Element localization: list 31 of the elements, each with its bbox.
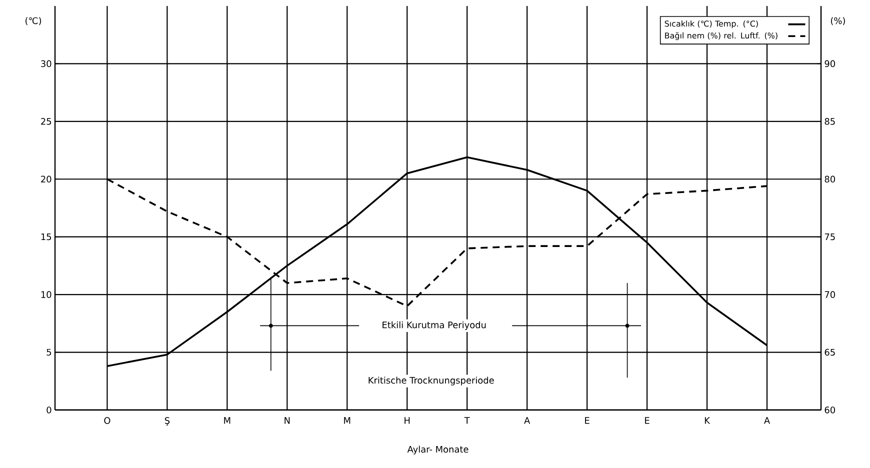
x-tick-label: A xyxy=(764,417,770,424)
y-axis-title: (℃) xyxy=(26,17,42,26)
y2-tick-label: 90 xyxy=(824,60,836,68)
x-tick-label: E xyxy=(585,417,590,424)
y-tick-label: 15 xyxy=(41,234,52,240)
y-tick-label: 25 xyxy=(41,118,52,125)
y2-tick-label: 85 xyxy=(824,118,835,125)
x-tick-label: H xyxy=(404,417,410,424)
x-tick-label: Ş xyxy=(164,417,170,426)
y-tick-label: 0 xyxy=(46,406,52,414)
y2-tick-label: 70 xyxy=(824,291,836,298)
x-tick-label: O xyxy=(104,417,110,424)
x-axis-title: Aylar- Monate xyxy=(407,446,468,454)
x-tick-label: M xyxy=(224,417,230,424)
annotation: Etkili Kurutma Periyodu xyxy=(382,321,486,330)
y-tick-label: 20 xyxy=(41,176,52,183)
x-tick-label: N xyxy=(284,417,290,424)
x-tick-label: T xyxy=(464,417,470,424)
y2-tick-label: 80 xyxy=(824,176,836,183)
x-tick-label: M xyxy=(344,417,350,424)
x-tick-label: E xyxy=(645,417,650,424)
y2-tick-label: 75 xyxy=(824,234,835,240)
y2-tick-label: 60 xyxy=(824,406,836,414)
y-tick-label: 30 xyxy=(41,60,52,68)
y2-axis-title: (%) xyxy=(830,17,845,26)
y2-tick-label: 65 xyxy=(824,348,835,356)
x-tick-label: K xyxy=(704,417,710,424)
annotation: Kritische Trocknungsperiode xyxy=(368,376,494,386)
x-tick-label: A xyxy=(524,417,530,424)
y-tick-label: 10 xyxy=(41,291,52,298)
y-tick-label: 5 xyxy=(46,348,52,356)
